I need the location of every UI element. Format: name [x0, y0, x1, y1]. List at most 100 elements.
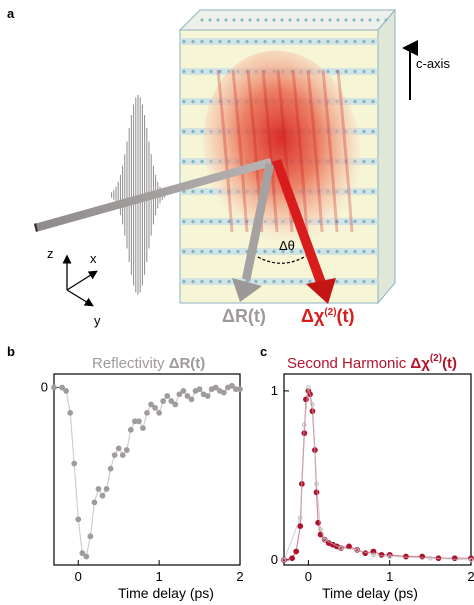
- panel-b-xlabel: Time delay (ps): [118, 585, 214, 601]
- data-point: [297, 523, 304, 530]
- data-point: [119, 452, 126, 459]
- lattice-atom: [182, 219, 186, 224]
- lattice-atom: [308, 39, 312, 44]
- lattice-atom: [304, 18, 308, 22]
- lattice-atom: [182, 99, 186, 104]
- lattice-atom: [280, 18, 284, 22]
- lattice-atom: [209, 249, 213, 254]
- y-tick-label: 0: [271, 552, 278, 567]
- lattice-atom: [200, 129, 204, 134]
- data-point: [451, 555, 458, 562]
- lattice-atom: [299, 39, 303, 44]
- lattice-atom: [335, 249, 339, 254]
- data-point: [127, 426, 134, 433]
- data-point: [95, 486, 102, 492]
- lattice-atom: [227, 249, 231, 254]
- data-point: [318, 527, 323, 532]
- panel-c-title-text: Second Harmonic: [287, 355, 410, 372]
- data-point: [160, 398, 167, 404]
- shg-label-tail: (t): [337, 306, 355, 326]
- lattice-atom: [353, 69, 357, 74]
- data-point: [313, 489, 320, 496]
- data-point: [144, 409, 150, 416]
- lattice-atom: [344, 219, 348, 224]
- lattice-atom: [227, 39, 231, 44]
- data-point: [123, 447, 130, 453]
- coord-x-label: x: [90, 251, 97, 266]
- data-point: [79, 550, 86, 557]
- data-point: [306, 385, 311, 390]
- panel-c-xlabel: Time delay (ps): [322, 585, 418, 601]
- lattice-atom: [353, 99, 357, 104]
- lattice-atom: [362, 279, 366, 284]
- lattice-atom: [344, 18, 348, 22]
- lattice-atom: [191, 249, 195, 254]
- data-point: [322, 537, 327, 542]
- lattice-atom: [317, 249, 321, 254]
- data-point: [289, 555, 296, 562]
- lattice-atom: [272, 279, 276, 284]
- lattice-atom: [200, 159, 204, 164]
- data-point: [220, 389, 227, 396]
- lattice-atom: [371, 99, 375, 104]
- plot-frame: [283, 373, 472, 566]
- data-point: [71, 460, 78, 467]
- lattice-atom: [320, 18, 324, 22]
- shg-beam: [272, 159, 336, 304]
- lattice-atom: [328, 18, 332, 22]
- lattice-atom: [209, 189, 213, 194]
- lattice-atom: [326, 69, 330, 74]
- lattice-atom: [335, 279, 339, 284]
- lattice-atom: [312, 18, 316, 22]
- lattice-atom: [281, 39, 285, 44]
- interference-fringe: [231, 69, 249, 233]
- lattice-atom: [353, 279, 357, 284]
- lattice-atom: [191, 69, 195, 74]
- lattice-atom: [344, 279, 348, 284]
- lattice-atom: [353, 249, 357, 254]
- lattice-atom: [218, 219, 222, 224]
- x-tick-label: 1: [386, 569, 393, 584]
- lattice-atom: [263, 279, 267, 284]
- lattice-atom: [344, 249, 348, 254]
- data-point: [188, 396, 195, 403]
- lattice-atom: [208, 18, 212, 22]
- angle-arc: [257, 255, 307, 264]
- lattice-atom: [272, 39, 276, 44]
- lattice-atom: [254, 279, 258, 284]
- data-point: [99, 492, 106, 499]
- data-point: [83, 553, 90, 560]
- data-point: [371, 552, 376, 558]
- incident-beam: [34, 158, 272, 232]
- data-point: [293, 548, 300, 555]
- data-point: [346, 543, 352, 550]
- lattice-atom: [299, 249, 303, 254]
- data-point: [281, 557, 287, 563]
- lattice-atom: [209, 39, 213, 44]
- lattice-atom: [182, 39, 186, 44]
- x-tick-label: 1: [156, 569, 163, 584]
- lattice-atom: [191, 99, 195, 104]
- data-point: [59, 384, 65, 391]
- lattice-atom: [371, 129, 375, 134]
- lattice-atom: [227, 279, 231, 284]
- coordinate-axes: [62, 254, 98, 307]
- lattice-atom: [371, 249, 375, 254]
- lattice-atom: [335, 39, 339, 44]
- lattice-atom: [245, 39, 249, 44]
- lattice-atom: [200, 18, 204, 22]
- interference-fringe: [216, 69, 234, 233]
- data-point: [314, 481, 319, 487]
- lattice-atom: [362, 219, 366, 224]
- lattice-layer: [180, 278, 378, 285]
- data-point: [51, 384, 57, 391]
- shg-label-symbol: Δχ: [301, 306, 325, 326]
- lattice-atom: [256, 18, 260, 22]
- lattice-atom: [182, 159, 186, 164]
- lattice-layer: [180, 38, 378, 45]
- lattice-atom: [336, 18, 340, 22]
- panel-a-letter: a: [7, 6, 15, 21]
- y-tick-label: 1: [271, 383, 278, 398]
- lattice-atom: [200, 219, 204, 224]
- lattice-atom: [352, 18, 356, 22]
